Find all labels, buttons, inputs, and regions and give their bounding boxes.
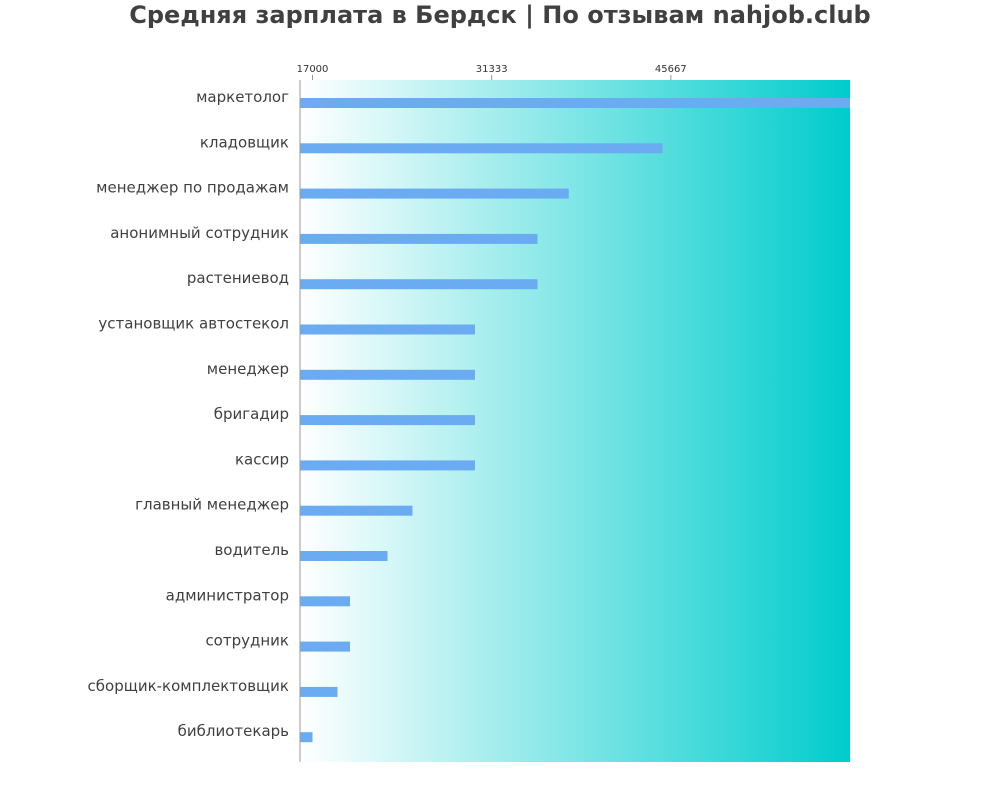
category-label: установщик автостекол — [98, 315, 289, 333]
bar-9 — [300, 505, 413, 516]
category-label: водитель — [214, 541, 289, 559]
bar-5 — [300, 324, 475, 335]
category-label: менеджер по продажам — [96, 179, 289, 197]
bar-8 — [300, 460, 475, 471]
category-label: библиотекарь — [178, 722, 289, 740]
bar-7 — [300, 415, 475, 426]
x-tick-label: 17000 — [297, 64, 329, 75]
category-label: сотрудник — [205, 632, 289, 650]
category-label: главный менеджер — [135, 496, 289, 514]
category-label: растениевод — [187, 269, 289, 287]
category-label: бригадир — [214, 405, 289, 423]
category-labels: маркетолог кладовщик менеджер по продажам а… — [88, 88, 290, 740]
category-label: администратор — [166, 586, 289, 604]
x-tick-label: 31333 — [476, 64, 508, 75]
bar-13 — [300, 686, 338, 697]
category-label: сборщик-комплектовщик — [88, 677, 289, 695]
category-label: анонимный сотрудник — [110, 224, 289, 242]
bar-3 — [300, 233, 538, 244]
bar-2 — [300, 188, 569, 199]
category-label: кладовщик — [200, 133, 289, 151]
bar-0 — [300, 98, 850, 108]
chart-title: Средняя зарплата в Бердск | По отзывам n… — [129, 1, 870, 29]
x-axis-ticks: 17000 31333 45667 — [297, 64, 687, 80]
bars — [300, 98, 850, 743]
category-label: менеджер — [207, 360, 289, 378]
category-label: маркетолог — [196, 88, 289, 106]
bar-10 — [300, 551, 388, 561]
bar-6 — [300, 369, 475, 380]
bar-4 — [300, 279, 538, 290]
bar-1 — [300, 143, 663, 154]
category-label: кассир — [235, 450, 289, 468]
bar-11 — [300, 596, 350, 607]
bar-14 — [300, 732, 313, 743]
x-tick-label: 45667 — [655, 64, 687, 75]
bar-12 — [300, 641, 350, 652]
